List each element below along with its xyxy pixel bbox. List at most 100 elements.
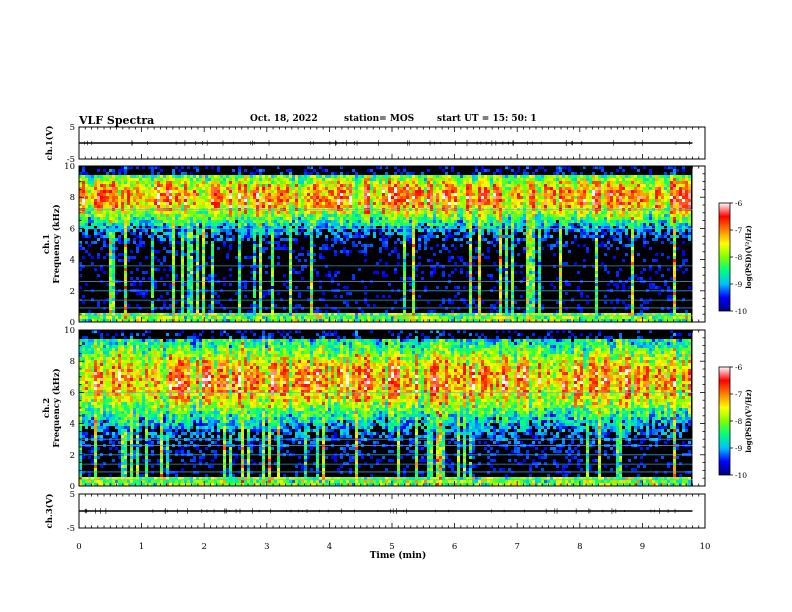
spectrogram-cell (265, 184, 268, 187)
spectrogram-cell (247, 193, 250, 196)
spectrogram-cell (343, 316, 346, 319)
spectrogram-cell (112, 211, 115, 214)
spectrogram-cell (460, 268, 463, 271)
spectrogram-cell (415, 193, 418, 196)
spectrogram-cell (265, 226, 268, 229)
spectrogram-cell (397, 202, 400, 205)
spectrogram-cell (484, 196, 487, 199)
spectrogram-cell (217, 199, 220, 202)
spectrogram-cell (511, 190, 514, 193)
spectrogram-cell (253, 256, 256, 259)
spectrogram-cell (265, 202, 268, 205)
spectrogram-cell (364, 229, 367, 232)
spectrogram-cell (472, 217, 475, 220)
spectrogram-cell (334, 190, 337, 193)
spectrogram-cell (424, 247, 427, 250)
spectrogram-cell (325, 199, 328, 202)
spectrogram-cell (466, 193, 469, 196)
spectrogram-cell (247, 238, 250, 241)
spectrogram-cell (481, 205, 484, 208)
spectrogram-cell (253, 283, 256, 286)
spectrogram-cell (91, 316, 94, 319)
spectrogram-cell (190, 286, 193, 289)
spectrogram-cell (244, 178, 247, 181)
spectrogram-cell (259, 181, 262, 184)
spectrogram-cell (250, 184, 253, 187)
spectrogram-cell (97, 313, 100, 316)
spectrogram-cell (427, 175, 430, 178)
spectrogram-cell (286, 316, 289, 319)
spectrogram-cell (106, 232, 109, 235)
chart-title: VLF Spectra (79, 114, 155, 127)
spectrogram-cell (310, 253, 313, 256)
spectrogram-cell (256, 181, 259, 184)
spectrogram-cell (121, 181, 124, 184)
spectrogram-cell (283, 214, 286, 217)
spectrogram-cell (499, 286, 502, 289)
spectrogram-cell (484, 190, 487, 193)
spectrogram-cell (502, 226, 505, 229)
spectrogram-cell (343, 205, 346, 208)
spectrogram-cell (262, 232, 265, 235)
spectrogram-cell (388, 196, 391, 199)
spectrogram-cell (325, 196, 328, 199)
spectrogram-cell (370, 214, 373, 217)
spectrogram-cell (106, 172, 109, 175)
spectrogram-cell (484, 226, 487, 229)
spectrogram-cell (349, 292, 352, 295)
spectrogram-cell (346, 319, 349, 322)
spectrogram-cell (121, 175, 124, 178)
spectrogram-cell (238, 220, 241, 223)
spectrogram-cell (250, 271, 253, 274)
spectrogram-cell (346, 214, 349, 217)
spectrogram-cell (301, 319, 304, 322)
spectrogram-cell (136, 244, 139, 247)
spectrogram-cell (298, 232, 301, 235)
spectrogram-cell (505, 313, 508, 316)
spectrogram-cell (292, 217, 295, 220)
spectrogram-cell (319, 220, 322, 223)
spectrogram-cell (487, 241, 490, 244)
spectrogram-cell (214, 319, 217, 322)
spectrogram-cell (109, 199, 112, 202)
spectrogram-cell (403, 235, 406, 238)
spectrogram-cell (433, 184, 436, 187)
spectrogram-cell (403, 232, 406, 235)
spectrogram-cell (310, 247, 313, 250)
spectrogram-cell (373, 193, 376, 196)
spectrogram-cell (259, 190, 262, 193)
spectrogram-cell (442, 196, 445, 199)
spectrogram-cell (82, 217, 85, 220)
spectrogram-cell (496, 232, 499, 235)
spectrogram-cell (151, 187, 154, 190)
spectrogram-cell (424, 181, 427, 184)
spectrogram-cell (115, 175, 118, 178)
spectrogram-cell (391, 226, 394, 229)
spectrogram-cell (505, 310, 508, 313)
spectrogram-cell (271, 196, 274, 199)
spectrogram-cell (181, 259, 184, 262)
spectrogram-cell (172, 196, 175, 199)
spectrogram-cell (157, 259, 160, 262)
spectrogram-cell (307, 172, 310, 175)
spectrogram-cell (190, 259, 193, 262)
spectrogram-cell (187, 235, 190, 238)
spectrogram-cell (490, 304, 493, 307)
spectrogram-cell (463, 214, 466, 217)
spectrogram-cell (247, 313, 250, 316)
spectrogram-cell (217, 196, 220, 199)
spectrogram-cell (286, 319, 289, 322)
spectrogram-cell (532, 217, 535, 220)
spectrogram-cell (247, 205, 250, 208)
spectrogram-cell (166, 187, 169, 190)
spectrogram-cell (340, 220, 343, 223)
spectrogram-cell (508, 220, 511, 223)
spectrogram-cell (514, 202, 517, 205)
spectrogram-cell (160, 316, 163, 319)
spectrogram-cell (250, 181, 253, 184)
spectrogram-cell (343, 193, 346, 196)
spectrogram-cell (406, 220, 409, 223)
spectrogram-cell (94, 193, 97, 196)
spectrogram-cell (298, 211, 301, 214)
spectrogram-cell (184, 184, 187, 187)
